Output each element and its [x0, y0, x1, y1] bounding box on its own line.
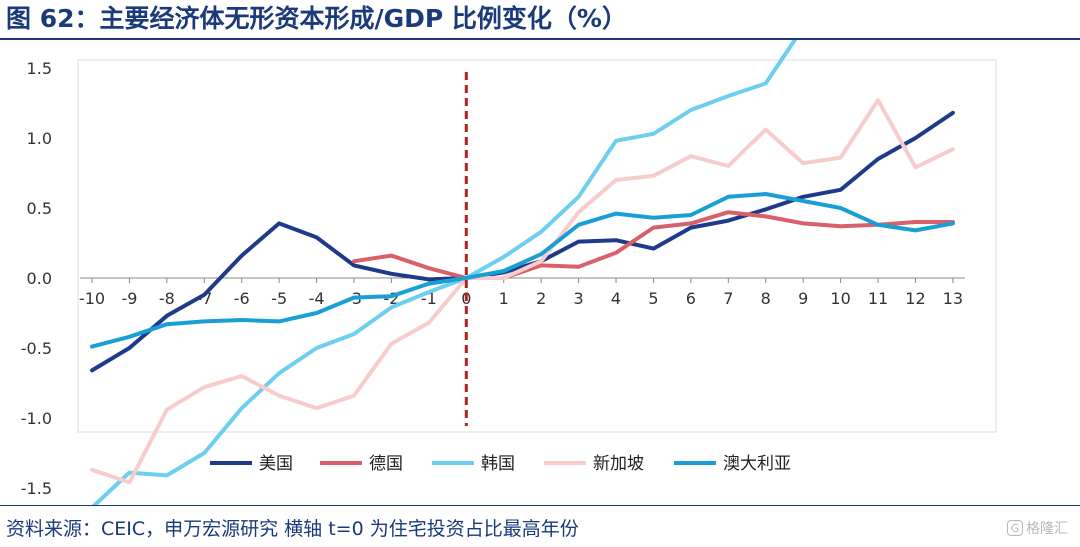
x-tick-label: 9 — [798, 289, 808, 308]
source-note: 资料来源：CEIC，申万宏源研究 横轴 t=0 为住宅投资占比最高年份 — [6, 518, 579, 540]
x-tick-label: -9 — [121, 289, 137, 308]
line-chart: 3.02.52.01.51.00.50.0-0.5-1.0-1.5-2.0-10… — [21, 40, 997, 505]
x-tick-label: 13 — [943, 289, 963, 308]
series-line-3 — [90, 98, 955, 485]
x-tick-label: 2 — [536, 289, 546, 308]
plot-area-border — [77, 59, 997, 433]
x-tick-label: -5 — [271, 289, 287, 308]
y-tick-label: 1.0 — [27, 129, 52, 148]
x-tick-label: -6 — [234, 289, 250, 308]
x-tick-label: 4 — [611, 289, 621, 308]
legend-label-2: 韩国 — [481, 454, 515, 474]
watermark-logo-icon: G — [1007, 520, 1023, 536]
watermark-text: 格隆汇 — [1026, 521, 1068, 537]
x-tick-label: 8 — [761, 289, 771, 308]
x-tick-label: 1 — [499, 289, 509, 308]
x-tick-label: -4 — [309, 289, 325, 308]
x-tick-label: 5 — [648, 289, 658, 308]
x-tick-label: 11 — [868, 289, 888, 308]
footer-divider — [0, 505, 1080, 506]
x-tick-label: 6 — [686, 289, 696, 308]
legend-label-4: 澳大利亚 — [723, 454, 791, 474]
x-tick-label: 3 — [573, 289, 583, 308]
y-tick-label: 1.5 — [27, 59, 52, 78]
series-line-4 — [90, 192, 955, 349]
series-line-1 — [352, 210, 955, 280]
x-tick-label: -10 — [79, 289, 105, 308]
x-tick-label: -7 — [196, 289, 212, 308]
x-tick-label: 10 — [830, 289, 850, 308]
y-tick-label: 0.5 — [27, 199, 52, 218]
y-tick-label: 0.0 — [27, 269, 52, 288]
legend-label-1: 德国 — [369, 454, 403, 474]
chart-title: 图 62：主要经济体无形资本形成/GDP 比例变化（%） — [6, 4, 627, 33]
series-line-0 — [90, 110, 955, 373]
y-tick-label: -0.5 — [21, 339, 52, 358]
x-tick-label: 7 — [723, 289, 733, 308]
watermark: G 格隆汇 — [1007, 518, 1068, 538]
series-line-2 — [91, 40, 798, 505]
legend-label-0: 美国 — [259, 454, 293, 474]
title-divider — [0, 38, 1080, 40]
x-tick-label: 12 — [905, 289, 925, 308]
y-tick-label: -1.0 — [21, 409, 52, 428]
x-tick-label: -8 — [159, 289, 175, 308]
legend-label-3: 新加坡 — [593, 454, 644, 474]
y-tick-label: -1.5 — [21, 479, 52, 498]
